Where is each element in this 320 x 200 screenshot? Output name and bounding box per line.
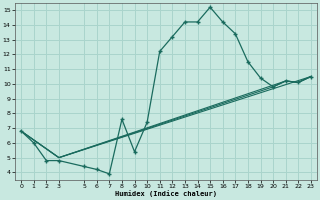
X-axis label: Humidex (Indice chaleur): Humidex (Indice chaleur) — [115, 190, 217, 197]
